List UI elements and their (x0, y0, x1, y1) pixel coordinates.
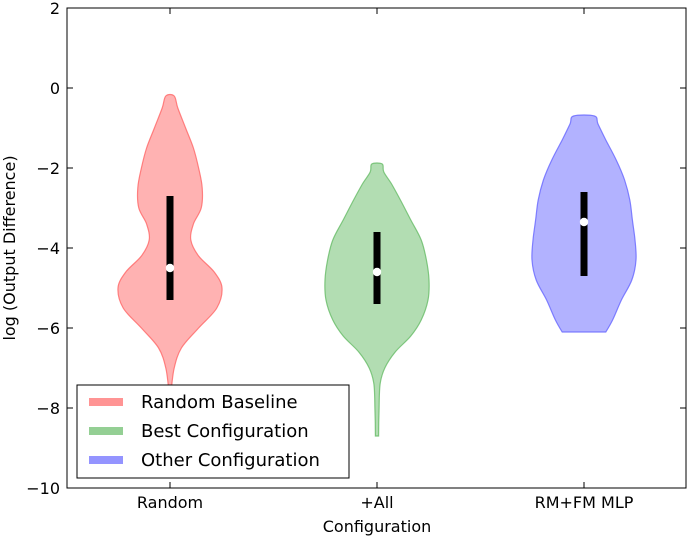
y-tick-label: 0 (50, 79, 60, 98)
y-axis: 2 0 −2 −4 −6 −8 −10 (26, 0, 686, 498)
x-tick-label: RM+FM MLP (535, 493, 634, 512)
iqr-bar-0 (166, 196, 174, 300)
legend-label-0: Random Baseline (141, 392, 298, 413)
median-dot-0 (165, 263, 175, 273)
y-tick-label: −2 (36, 159, 60, 178)
box-layer (165, 192, 589, 304)
legend: Random Baseline Best Configuration Other C… (76, 384, 350, 479)
y-tick-label: 2 (50, 0, 60, 18)
legend-label-2: Other Configuration (141, 450, 320, 471)
y-tick-label: −8 (36, 399, 60, 418)
legend-swatch-1 (89, 427, 123, 435)
y-tick-label: −4 (36, 239, 60, 258)
median-dot-1 (372, 267, 382, 277)
x-tick-label: +All (360, 493, 393, 512)
x-axis: Random +All RM+FM MLP (137, 8, 634, 512)
legend-swatch-0 (89, 398, 123, 406)
legend-label-1: Best Configuration (141, 421, 309, 442)
y-tick-label: −6 (36, 319, 60, 338)
x-axis-label: Configuration (323, 517, 432, 536)
iqr-bar-2 (580, 192, 588, 276)
legend-swatch-2 (89, 456, 123, 464)
y-axis-label: log (Output Difference) (0, 155, 19, 340)
y-tick-label: −10 (26, 479, 60, 498)
median-dot-2 (579, 217, 589, 227)
x-tick-label: Random (137, 493, 203, 512)
